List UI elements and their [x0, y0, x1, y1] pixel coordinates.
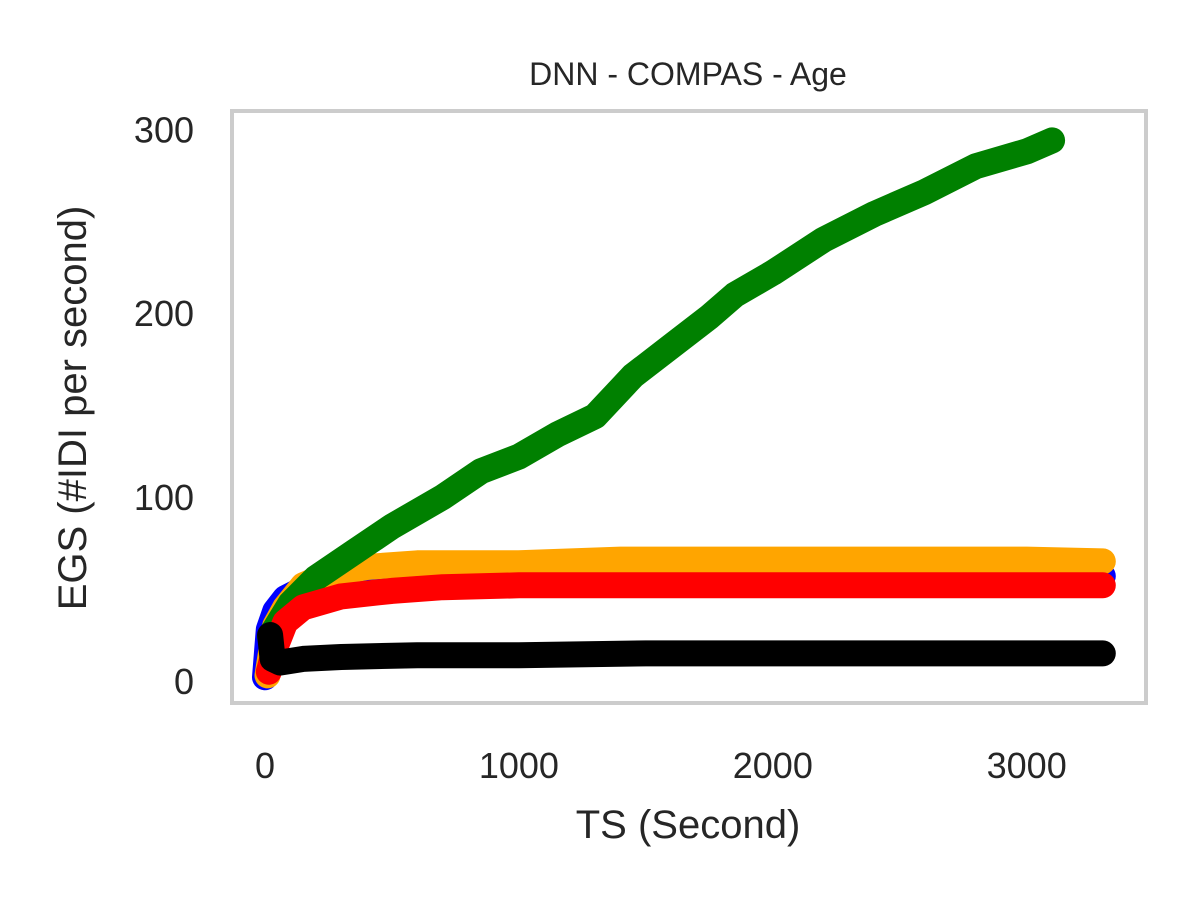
- x-tick-label: 0: [255, 745, 275, 786]
- plot-frame: [230, 109, 1148, 705]
- x-tick-label: 3000: [987, 745, 1067, 786]
- y-axis-label: EGS (#IDI per second): [51, 206, 95, 611]
- series-layer: [252, 127, 1116, 691]
- series-line-3: [257, 127, 1066, 650]
- x-tick-label: 2000: [733, 745, 813, 786]
- y-tick-label: 0: [174, 661, 194, 702]
- x-axis-label: TS (Second): [576, 803, 801, 847]
- x-tick-label: 1000: [479, 745, 559, 786]
- y-tick-label: 300: [134, 109, 194, 150]
- y-tick-label: 200: [134, 293, 194, 334]
- y-tick-labels: 0 100 200 300: [134, 109, 194, 702]
- y-tick-label: 100: [134, 477, 194, 518]
- series-line-4: [255, 572, 1116, 685]
- x-tick-labels: 0 1000 2000 3000: [255, 745, 1067, 786]
- series-line-5: [257, 622, 1116, 676]
- chart-title: DNN - COMPAS - Age: [529, 56, 847, 92]
